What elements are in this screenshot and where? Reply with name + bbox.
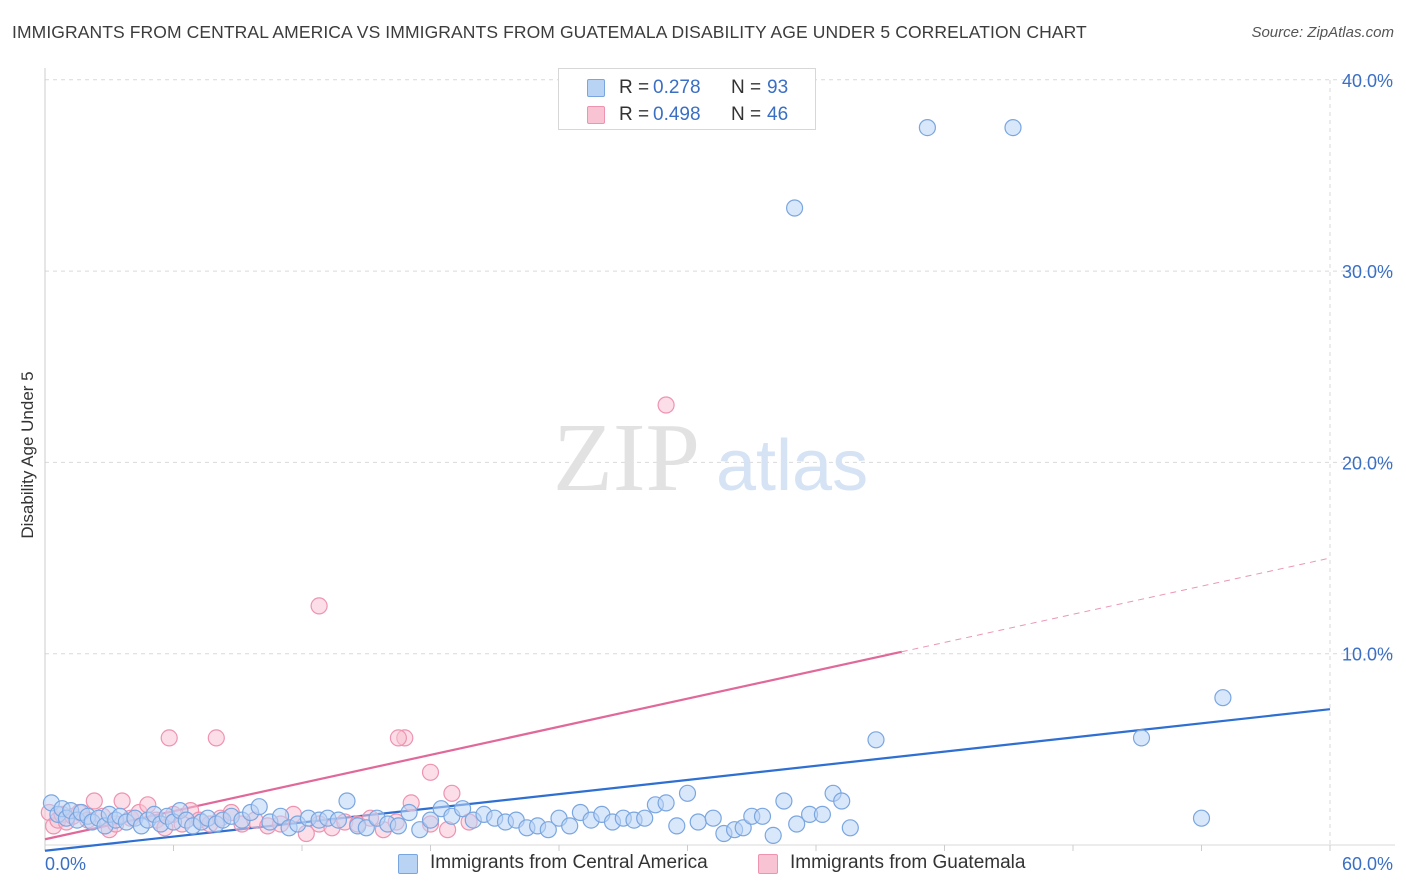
r-label: R = xyxy=(619,77,650,98)
n-value: 46 xyxy=(767,104,789,125)
central-america-point xyxy=(1132,729,1151,747)
central-america-point xyxy=(753,807,772,825)
guatemala-point xyxy=(310,597,328,615)
y-tick-label: 40.0% xyxy=(1342,71,1393,91)
central-america-point xyxy=(841,819,859,837)
central-america-point xyxy=(788,815,806,833)
central-america-point xyxy=(668,817,686,835)
central-america-point xyxy=(689,813,707,831)
central-america-point xyxy=(734,819,752,837)
pink-swatch xyxy=(758,854,778,874)
guatemala-point xyxy=(160,729,178,747)
watermark: ZIP atlas xyxy=(553,404,868,512)
central-america-point xyxy=(813,805,832,824)
pink-swatch xyxy=(587,106,605,124)
watermark-atlas: atlas xyxy=(716,426,868,506)
y-axis-label: Disability Age Under 5 xyxy=(18,371,37,538)
blue-swatch xyxy=(398,854,418,874)
source-label: Source: ZipAtlas.com xyxy=(1251,24,1394,41)
central-america-point xyxy=(338,792,356,810)
central-america-point xyxy=(785,199,804,217)
central-america-point xyxy=(411,821,429,839)
n-label: N = xyxy=(731,77,762,98)
central-america-point xyxy=(389,817,407,835)
r-value: 0.278 xyxy=(653,77,701,98)
central-america-point xyxy=(561,817,579,835)
guatemala-point xyxy=(443,784,461,802)
guatemala-point xyxy=(389,729,407,747)
central-america-point xyxy=(250,798,268,816)
central-america-point xyxy=(400,803,418,822)
n-label: N = xyxy=(731,104,762,125)
y-tick-label: 30.0% xyxy=(1342,262,1393,282)
blue-swatch xyxy=(587,79,605,97)
central-america-point xyxy=(1192,809,1211,827)
guatemala-point xyxy=(113,792,131,810)
central-america-point xyxy=(918,118,937,137)
x-tick-label: 60.0% xyxy=(1342,854,1393,874)
y-tick-label: 20.0% xyxy=(1342,453,1393,473)
central-america-point xyxy=(657,794,675,812)
central-america-point xyxy=(421,811,440,829)
legend-label: Immigrants from Guatemala xyxy=(790,852,1026,873)
r-value: 0.498 xyxy=(653,104,701,125)
central-america-point xyxy=(1004,118,1022,137)
chart-title: IMMIGRANTS FROM CENTRAL AMERICA VS IMMIG… xyxy=(12,22,1087,42)
central-america-point xyxy=(272,807,290,825)
guatemala-point xyxy=(207,729,225,747)
central-america-point xyxy=(678,784,697,802)
tick-labels: 10.0% 20.0% 30.0% 40.0% 0.0% 60.0% xyxy=(45,71,1393,874)
guatemala-trend-extension xyxy=(901,557,1331,653)
central-america-point xyxy=(357,819,375,837)
n-value: 93 xyxy=(767,77,789,98)
guatemala-point xyxy=(657,396,675,414)
central-america-point xyxy=(775,792,793,810)
axes xyxy=(44,68,1331,851)
central-america-point xyxy=(1214,689,1232,707)
central-america-point xyxy=(833,792,851,810)
guatemala-point xyxy=(85,792,103,810)
y-tick-label: 10.0% xyxy=(1342,645,1393,665)
x-tick-label: 0.0% xyxy=(45,854,86,874)
central-america-point xyxy=(636,809,654,827)
central-america-point xyxy=(329,811,347,829)
central-america-point xyxy=(764,826,782,845)
central-america-point xyxy=(539,821,557,839)
watermark-zip: ZIP xyxy=(553,404,700,512)
central-america-point xyxy=(454,800,472,818)
r-label: R = xyxy=(619,104,650,125)
guatemala-point xyxy=(421,763,440,781)
legend-label: Immigrants from Central America xyxy=(430,852,708,873)
stats-legend: R = 0.278 N = 93 R = 0.498 N = 46 xyxy=(558,68,816,130)
central-america-point xyxy=(704,809,722,827)
data-points xyxy=(40,118,1232,845)
central-america-point xyxy=(867,731,885,749)
